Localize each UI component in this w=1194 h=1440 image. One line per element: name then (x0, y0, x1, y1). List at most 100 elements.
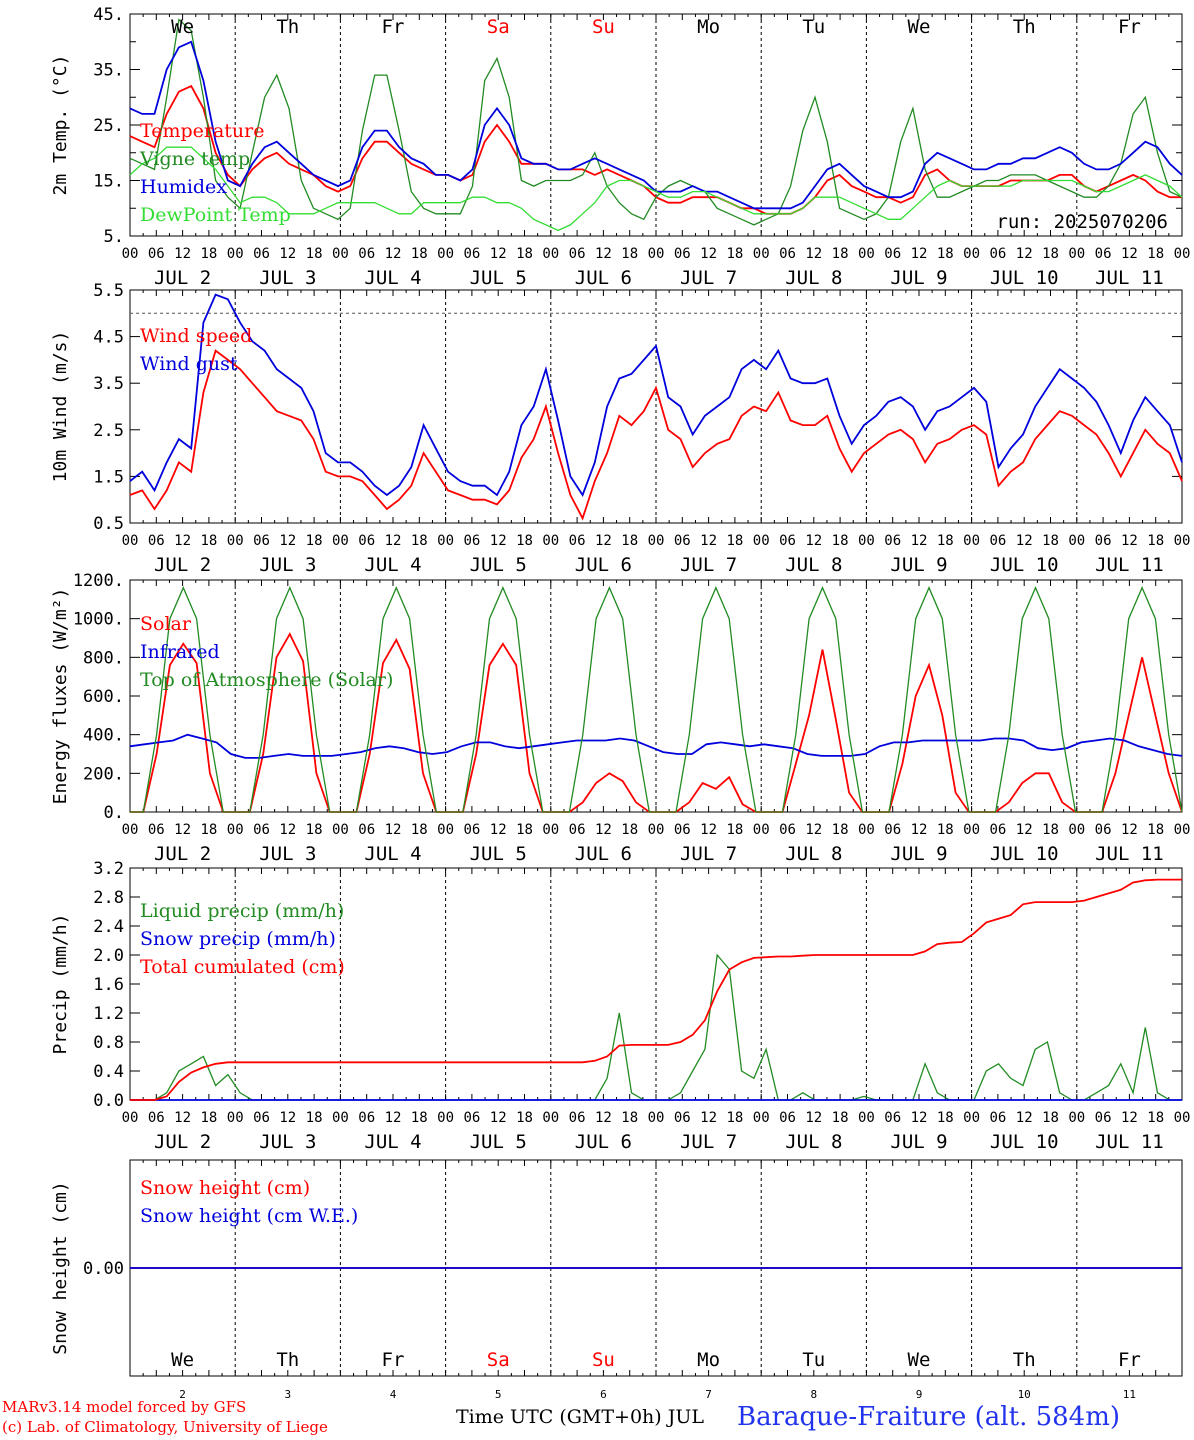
hour-label: 12 (279, 822, 296, 838)
date-label: JUL 6 (575, 554, 632, 576)
footer-model-credit: MARv3.14 model forced by GFS (2, 1398, 247, 1416)
hour-label: 06 (463, 822, 480, 838)
hour-label: 06 (569, 246, 586, 262)
hour-label: 18 (411, 533, 428, 549)
hour-label: 00 (227, 246, 244, 262)
date-label: JUL 8 (785, 554, 842, 576)
y-tick-label: 3.5 (93, 374, 124, 394)
hour-label: 06 (569, 822, 586, 838)
hour-label: 12 (174, 822, 191, 838)
day-name: Tu (802, 16, 825, 38)
hour-label: 12 (700, 1110, 717, 1126)
hour-label: 06 (463, 533, 480, 549)
hour-label: 06 (463, 1110, 480, 1126)
hour-label: 06 (989, 1110, 1006, 1126)
hour-label: 00 (332, 1110, 349, 1126)
hour-label: 06 (358, 246, 375, 262)
hour-label: 06 (1095, 246, 1112, 262)
day-name: Th (276, 16, 299, 38)
hour-label: 18 (1042, 246, 1059, 262)
y-tick-label: 0.5 (93, 514, 124, 534)
series-line (129, 146, 1183, 232)
hour-label: 12 (385, 822, 402, 838)
hour-label: 12 (911, 246, 928, 262)
date-label: JUL 7 (680, 843, 737, 865)
hour-label: 00 (122, 246, 139, 262)
hour-label: 12 (1121, 822, 1138, 838)
hour-label: 18 (411, 1110, 428, 1126)
hour-label: 06 (358, 1110, 375, 1126)
hour-label: 00 (963, 533, 980, 549)
hour-label: 12 (279, 1110, 296, 1126)
hour-label: 18 (1147, 822, 1164, 838)
hour-label: 18 (1147, 1110, 1164, 1126)
hour-label: 12 (805, 1110, 822, 1126)
hour-label: 00 (122, 1110, 139, 1126)
hour-label: 00 (963, 822, 980, 838)
date-label: JUL 9 (890, 267, 947, 289)
hour-label: 00 (122, 822, 139, 838)
date-label: JUL 4 (364, 843, 421, 865)
date-label: JUL 5 (470, 1131, 527, 1153)
date-label: JUL 11 (1095, 267, 1164, 289)
date-label: JUL 9 (890, 843, 947, 865)
hour-label: 06 (253, 533, 270, 549)
hour-label: 06 (1095, 1110, 1112, 1126)
y-tick-label: 600. (83, 687, 124, 707)
date-label: JUL 10 (990, 554, 1059, 576)
date-label: JUL 3 (259, 1131, 316, 1153)
station-name: Baraque-Fraiture (alt. 584m) (737, 1402, 1121, 1432)
series-line (130, 878, 1182, 1101)
hour-label: 00 (332, 246, 349, 262)
hour-label: 00 (1174, 1110, 1191, 1126)
hour-label: 18 (621, 246, 638, 262)
hour-label: 00 (1068, 533, 1085, 549)
date-label: JUL 5 (470, 267, 527, 289)
hour-label: 12 (490, 1110, 507, 1126)
footer-lab-credit: (c) Lab. of Climatology, University of L… (2, 1418, 328, 1436)
y-tick-label: 0.8 (93, 1033, 124, 1053)
series-line (129, 733, 1183, 759)
day-name: We (171, 1349, 194, 1371)
hour-label: 18 (726, 822, 743, 838)
hour-label: 00 (437, 533, 454, 549)
hour-label: 18 (1147, 246, 1164, 262)
date-label: JUL 8 (785, 1131, 842, 1153)
y-tick-label: 400. (83, 726, 124, 746)
legend-entry: Total cumulated (cm) (140, 956, 345, 978)
hour-label: 18 (1042, 533, 1059, 549)
date-label: JUL 11 (1095, 554, 1164, 576)
date-label: JUL 2 (154, 843, 211, 865)
hour-label: 00 (648, 246, 665, 262)
hour-label: 18 (726, 246, 743, 262)
hour-label: 18 (832, 1110, 849, 1126)
hour-label: 00 (753, 533, 770, 549)
day-name: Fr (382, 1349, 405, 1371)
hour-label: 18 (726, 1110, 743, 1126)
hour-label: 12 (279, 533, 296, 549)
legend-entry: Wind gust (140, 353, 238, 375)
y-tick-label: 3.2 (93, 859, 124, 879)
y-tick-label: 25. (93, 116, 124, 136)
hour-label: 12 (595, 246, 612, 262)
series-line (129, 18, 1183, 226)
hour-label: 00 (227, 533, 244, 549)
hour-label: 18 (411, 246, 428, 262)
y-tick-label: 1.6 (93, 975, 124, 995)
series-line (129, 293, 1183, 497)
y-tick-label: 1200. (73, 571, 124, 591)
hour-label: 00 (858, 1110, 875, 1126)
series-line (129, 349, 1183, 521)
hour-label: 12 (1016, 822, 1033, 838)
legend-entry: Snow height (cm) (140, 1177, 310, 1199)
y-axis-label: Energy fluxes (W/m²) (50, 588, 71, 805)
hour-label: 06 (148, 246, 165, 262)
hour-label: 18 (621, 533, 638, 549)
hour-label: 00 (122, 533, 139, 549)
y-axis-label: Precip (mm/h) (50, 914, 71, 1055)
hour-label: 12 (385, 533, 402, 549)
hour-label: 12 (595, 822, 612, 838)
y-tick-label: 1000. (73, 610, 124, 630)
y-tick-label: 800. (83, 648, 124, 668)
date-label: JUL 2 (154, 267, 211, 289)
